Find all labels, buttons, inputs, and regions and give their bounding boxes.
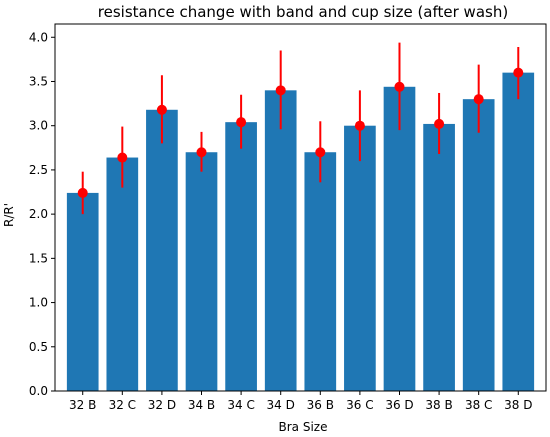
bar-36-b [304,152,337,391]
y-tick-label: 0.0 [29,384,48,398]
mean-marker [77,187,88,198]
x-tick-label: 38 C [465,398,492,412]
bar-38-b [423,123,455,392]
x-tick-label: 34 D [267,398,295,412]
y-tick-label: 1.5 [29,251,48,265]
y-tick-label: 3.5 [29,74,48,88]
bar-32-d [146,109,178,391]
x-tick-label: 36 B [307,398,334,412]
mean-marker [513,67,524,78]
bar-36-d [383,86,416,391]
y-tick-label: 0.5 [29,340,48,354]
y-tick-label: 1.0 [29,296,48,310]
x-axis-label: Bra Size [279,420,328,434]
chart-title: resistance change with band and cup size… [98,3,508,21]
x-tick-label: 36 C [346,398,373,412]
x-tick-label: 34 C [227,398,254,412]
bar-32-b [66,192,99,391]
plot-frame [54,23,547,392]
bar-38-c [462,99,495,392]
mean-marker [473,94,484,105]
bar-34-b [185,152,218,391]
mean-marker [117,152,128,163]
mean-marker [196,147,207,158]
mean-marker [315,147,326,158]
x-tick-label: 34 B [188,398,215,412]
bar-32-c [106,157,139,391]
x-tick-label: 38 D [504,398,532,412]
mean-marker [156,104,167,115]
x-tick-label: 36 D [385,398,413,412]
mean-marker [354,120,365,131]
bar-34-c [225,122,257,392]
y-axis-label: R/R' [2,203,16,227]
bar-36-c [344,125,376,391]
bar-34-d [264,90,297,391]
y-tick-label: 4.0 [29,30,48,44]
y-tick-label: 2.0 [29,207,48,221]
x-tick-label: 38 B [425,398,452,412]
mean-marker [236,117,247,128]
mean-marker [394,81,405,92]
x-tick-label: 32 C [109,398,136,412]
bar-38-d [502,72,535,392]
y-tick-label: 3.0 [29,119,48,133]
y-tick-label: 2.5 [29,163,48,177]
mean-marker [434,118,445,129]
x-tick-label: 32 D [148,398,176,412]
x-tick-label: 32 B [69,398,96,412]
mean-marker [275,85,286,96]
